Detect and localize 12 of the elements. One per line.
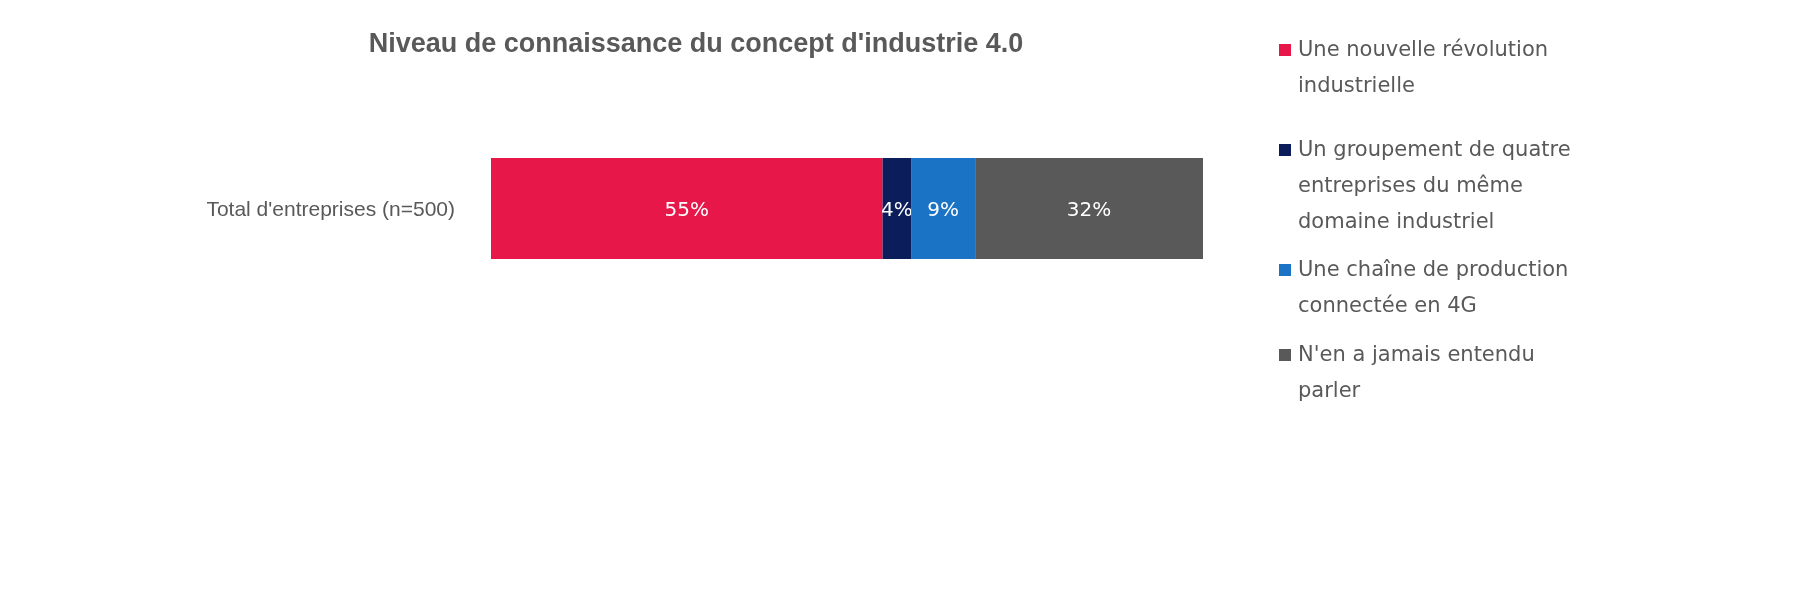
- chart-title: Niveau de connaissance du concept d'industrie 4.0: [368, 28, 1024, 58]
- data-label: 9%: [927, 196, 959, 221]
- y-tick-label: Total d'entreprises (n=500): [206, 196, 455, 220]
- bar: [491, 158, 883, 259]
- legend-label: Un groupement de quatre entreprises du même domaine industriel: [1298, 137, 1571, 233]
- legend-label: N'en a jamais entendu parler: [1298, 342, 1535, 402]
- bar: [911, 158, 976, 259]
- data-label: 55%: [664, 196, 710, 221]
- data-label: 32%: [1066, 196, 1112, 221]
- bar: [975, 158, 1203, 259]
- legend-label: Une chaîne de production connectée en 4G: [1298, 257, 1569, 317]
- legend-label: Une nouvelle révolution industrielle: [1298, 37, 1549, 97]
